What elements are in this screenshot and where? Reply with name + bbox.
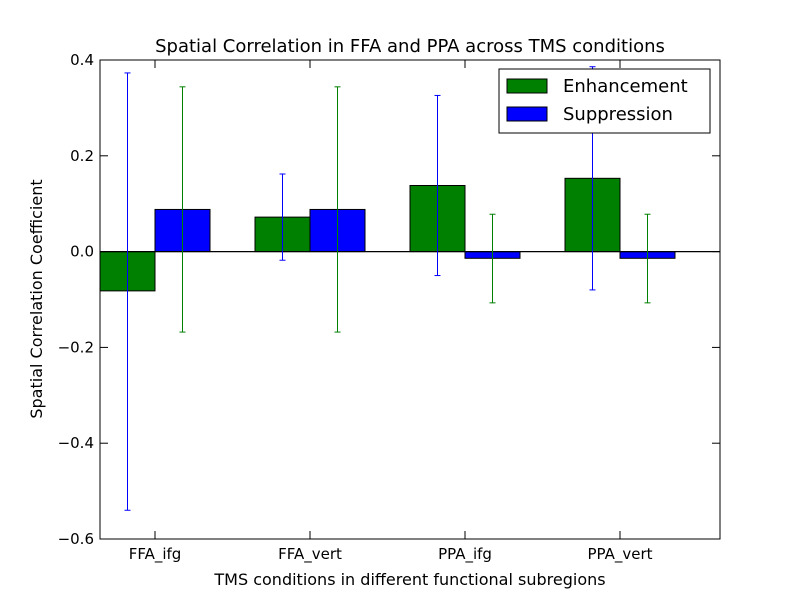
y-axis-label: Spatial Correlation Coefficient	[27, 179, 46, 418]
y-tick-label: 0.0	[70, 243, 94, 261]
y-tick-label: −0.6	[58, 530, 94, 548]
y-tick-label: −0.4	[58, 434, 94, 452]
legend-label-enhancement: Enhancement	[563, 76, 688, 97]
x-tick-label: FFA_vert	[278, 545, 342, 564]
y-tick-label: 0.4	[70, 51, 94, 69]
x-tick-label: FFA_ifg	[129, 545, 182, 564]
x-tick-label: PPA_vert	[587, 545, 652, 564]
y-tick-label: 0.2	[70, 147, 94, 165]
legend-swatch-enhancement	[506, 78, 548, 94]
x-axis-label: TMS conditions in different functional s…	[213, 570, 605, 589]
legend-label-suppression: Suppression	[563, 104, 673, 125]
chart-title: Spatial Correlation in FFA and PPA acros…	[155, 36, 665, 57]
plot-frame	[99, 59, 721, 540]
plot-area: −0.6 −0.4 −0.2 0.0 0.2 0.4 FFA_ifg FFA_vert PPA_…	[58, 51, 721, 564]
y-tick-label: −0.2	[58, 338, 94, 356]
legend-swatch-suppression	[506, 106, 548, 122]
legend: Enhancement Suppression	[498, 68, 711, 134]
x-tick-label: PPA_ifg	[438, 545, 492, 564]
